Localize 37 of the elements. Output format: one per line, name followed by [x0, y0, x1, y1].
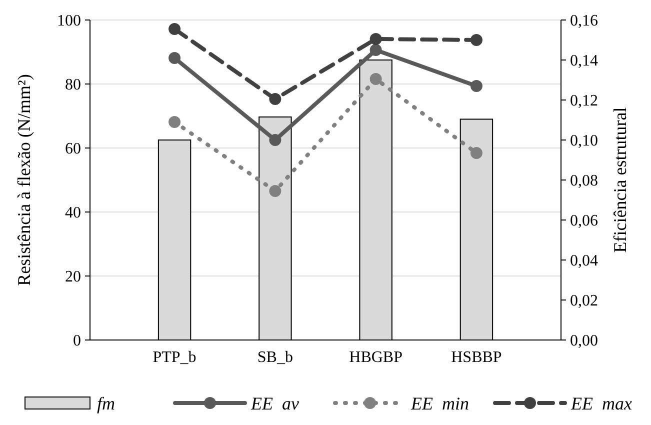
- y2-tick-label: 0,02: [570, 292, 598, 310]
- x-tick-label: HSBBP: [451, 349, 502, 366]
- legend-label: EE max: [570, 393, 632, 414]
- y2-tick-label: 0,00: [570, 332, 598, 350]
- y2-tick-label: 0,16: [570, 12, 598, 30]
- x-tick-label: HBGBP: [349, 349, 403, 366]
- y2-axis-title: Eficiência estrutural: [610, 107, 630, 253]
- legend-label: EE av: [250, 393, 299, 414]
- y-tick-label: 100: [57, 12, 81, 30]
- point: [470, 34, 482, 46]
- point: [370, 73, 382, 85]
- legend-label: fm: [97, 393, 115, 414]
- y-tick-label: 40: [65, 204, 81, 222]
- legend-label: EE min: [410, 393, 469, 414]
- point: [269, 134, 282, 146]
- x-tick-label: PTP_b: [152, 349, 196, 366]
- point: [168, 116, 181, 128]
- point: [168, 52, 181, 64]
- y2-tick-label: 0,10: [570, 132, 598, 150]
- y2-tick-label: 0,04: [570, 252, 598, 270]
- point: [470, 80, 482, 92]
- point: [168, 23, 181, 35]
- y2-tick-label: 0,14: [570, 52, 598, 70]
- y-tick-label: 60: [65, 140, 81, 158]
- y2-tick-label: 0,06: [570, 212, 598, 230]
- point: [269, 185, 282, 197]
- point: [269, 93, 282, 105]
- y-tick-label: 80: [65, 76, 81, 94]
- point: [470, 147, 482, 159]
- y2-tick-label: 0,08: [570, 172, 598, 190]
- y-tick-label: 0: [73, 332, 81, 350]
- point: [370, 33, 382, 45]
- y2-tick-label: 0,12: [570, 92, 598, 110]
- y-tick-label: 20: [65, 268, 81, 286]
- x-tick-label: SB_b: [257, 349, 293, 366]
- point: [370, 44, 382, 56]
- y-axis-title: Resistência à flexão (N/mm²): [14, 74, 34, 286]
